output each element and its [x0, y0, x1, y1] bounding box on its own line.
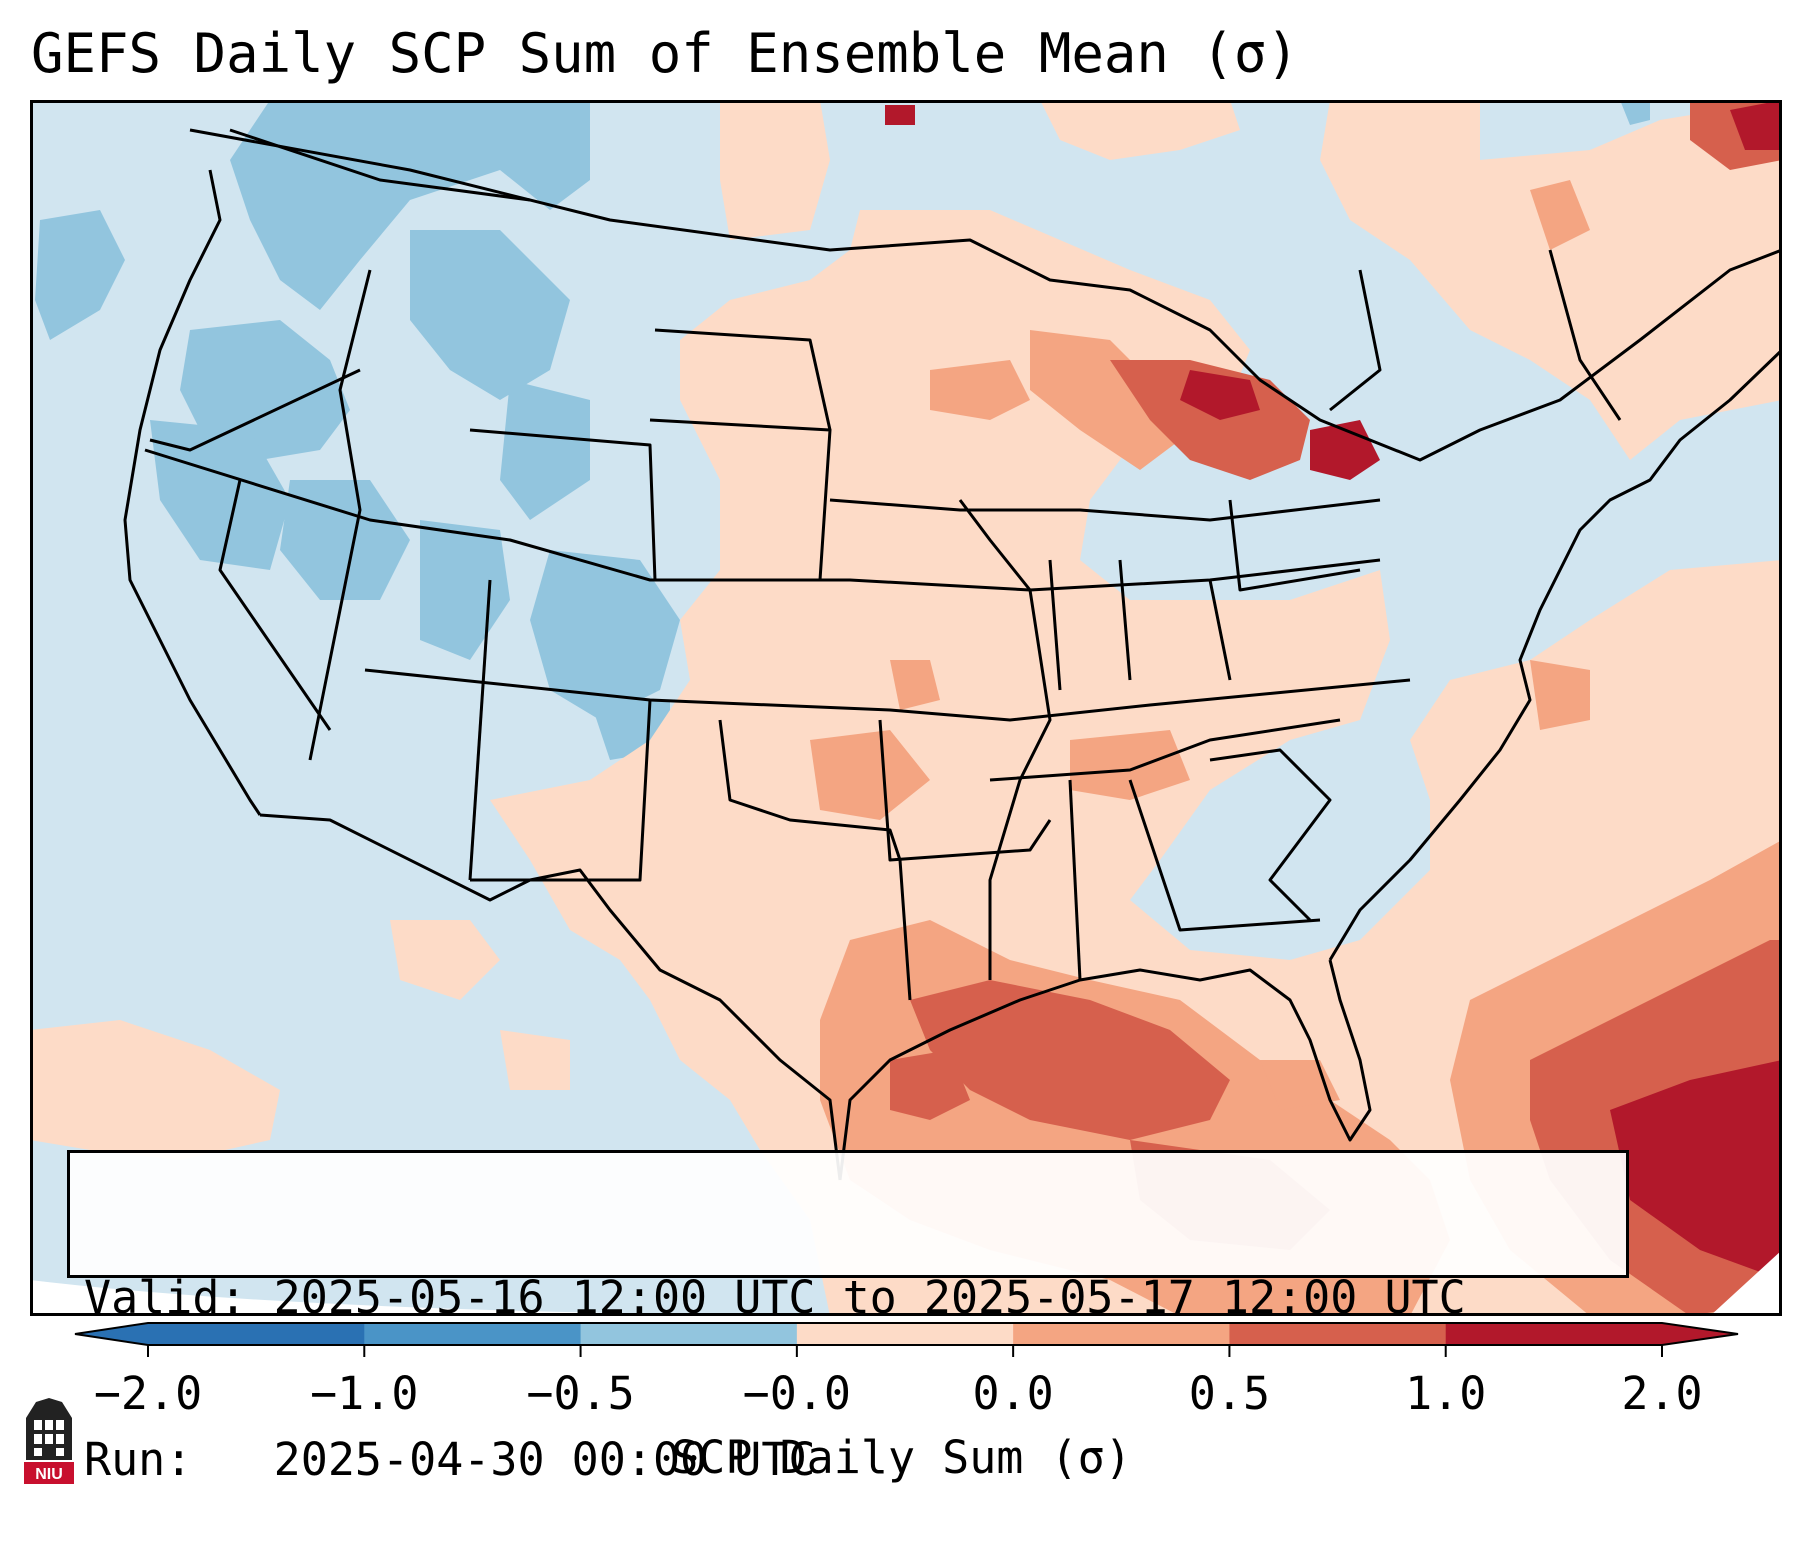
run-row: Run: 2025-04-30 00:00 UTC — [84, 1433, 1626, 1487]
colorbar-label: SCP Daily Sum (σ) — [671, 1431, 1132, 1484]
anomaly-region — [720, 100, 830, 240]
state-line — [218, 479, 332, 731]
state-line — [470, 699, 652, 882]
anomaly-region — [410, 230, 570, 400]
anomaly-region — [1070, 730, 1190, 800]
anomaly-region — [35, 210, 125, 340]
state-line — [468, 579, 492, 881]
map-panel — [30, 100, 1782, 1316]
valid-label: Valid: — [84, 1271, 247, 1324]
colorbar-extend-low — [75, 1323, 148, 1345]
colorbar-tick-label: 0.5 — [1188, 1367, 1271, 1420]
colorbar-tick-label: −1.0 — [310, 1367, 419, 1420]
coastline-east — [1328, 348, 1782, 961]
anomaly-region — [1530, 180, 1590, 250]
anomaly-region — [910, 980, 1230, 1140]
colorbar-tick-label: −0.0 — [742, 1367, 852, 1420]
state-line — [308, 269, 372, 761]
anomaly-region — [1730, 100, 1782, 150]
anomaly-region — [280, 480, 410, 600]
colorbar-segment — [1013, 1323, 1230, 1345]
coastline-gulf — [838, 959, 1372, 1181]
anomaly-region — [890, 660, 940, 710]
anomaly-region — [1110, 360, 1310, 480]
state-line — [1118, 559, 1132, 681]
state-line — [144, 448, 1381, 592]
anomaly-region — [1730, 190, 1782, 240]
colorbar-tick-label: 0.0 — [972, 1367, 1054, 1420]
anomaly-region — [1030, 330, 1180, 470]
state-line — [1048, 559, 1062, 691]
anomaly-region — [1530, 660, 1590, 730]
anomaly-region — [500, 1030, 570, 1090]
anomaly-region — [30, 1020, 280, 1160]
colorbar — [74, 1322, 1739, 1357]
anomaly-region — [890, 1050, 970, 1120]
logo-text: NIU — [35, 1466, 63, 1483]
colorbar-segment — [1445, 1323, 1663, 1345]
state-line — [989, 718, 1341, 782]
positive-anomaly-extreme — [885, 100, 1782, 1280]
anomaly-region — [930, 360, 1030, 420]
coastline-west — [123, 169, 262, 816]
colorbar-tick-label: −2.0 — [93, 1367, 203, 1420]
anomaly-region — [530, 550, 680, 720]
state-line — [878, 719, 1052, 862]
state-line — [829, 498, 1381, 522]
colorbar-segment — [1229, 1323, 1447, 1345]
anomaly-region — [885, 105, 915, 125]
colorbar-segment — [580, 1323, 798, 1345]
anomaly-region — [1620, 100, 1650, 125]
anomaly-region — [1180, 370, 1260, 420]
anomaly-region — [390, 920, 500, 1000]
anomaly-region — [1310, 420, 1380, 480]
colorbar-tick-label: 1.0 — [1405, 1367, 1487, 1420]
valid-row: Valid: 2025-05-16 12:00 UTC to 2025-05-1… — [84, 1271, 1626, 1325]
projection-edge — [1710, 1250, 1782, 1316]
run-value: 2025-04-30 00:00 UTC — [273, 1433, 816, 1486]
run-label: Run: — [84, 1433, 193, 1486]
border-us-canada — [189, 128, 1782, 462]
state-line — [958, 499, 1032, 591]
anomaly-region — [1040, 100, 1240, 160]
state-line — [229, 128, 531, 202]
state-line — [1329, 269, 1382, 412]
chart-title: GEFS Daily SCP Sum of Ensemble Mean (σ) — [31, 22, 1299, 85]
colorbar-tick-label: −0.5 — [526, 1367, 635, 1420]
valid-value: 2025-05-16 12:00 UTC to 2025-05-17 12:00… — [273, 1271, 1466, 1324]
anomaly-region — [150, 420, 290, 570]
anomaly-region — [1320, 100, 1782, 460]
projection-edge — [30, 1280, 930, 1316]
country-state-borders — [123, 128, 1782, 1181]
state-line — [1548, 249, 1622, 421]
state-line — [1209, 748, 1332, 922]
anomaly-region — [180, 320, 350, 460]
colorbar-extend-high — [1662, 1323, 1738, 1345]
anomaly-region — [500, 380, 590, 520]
state-line — [469, 428, 657, 581]
state-line — [654, 328, 832, 431]
state-line — [364, 668, 1411, 722]
colorbar-tick-label: 2.0 — [1621, 1367, 1703, 1420]
anomaly-region — [1610, 1060, 1782, 1280]
state-line — [1228, 499, 1361, 592]
state-line — [1208, 579, 1232, 681]
state-line — [718, 719, 912, 1001]
border-us-mexico — [259, 813, 842, 1181]
state-line — [988, 589, 1052, 980]
state-line — [1068, 779, 1082, 981]
state-line — [1128, 779, 1321, 932]
state-line — [149, 368, 361, 452]
niu-logo: NIU — [24, 1398, 74, 1484]
colorbar-segment — [364, 1323, 582, 1345]
colorbar-segment — [796, 1323, 1014, 1345]
info-box: Valid: 2025-05-16 12:00 UTC to 2025-05-1… — [67, 1150, 1629, 1486]
map-border — [30, 100, 1782, 1316]
colorbar-segment — [148, 1323, 365, 1345]
anomaly-region — [810, 730, 930, 820]
